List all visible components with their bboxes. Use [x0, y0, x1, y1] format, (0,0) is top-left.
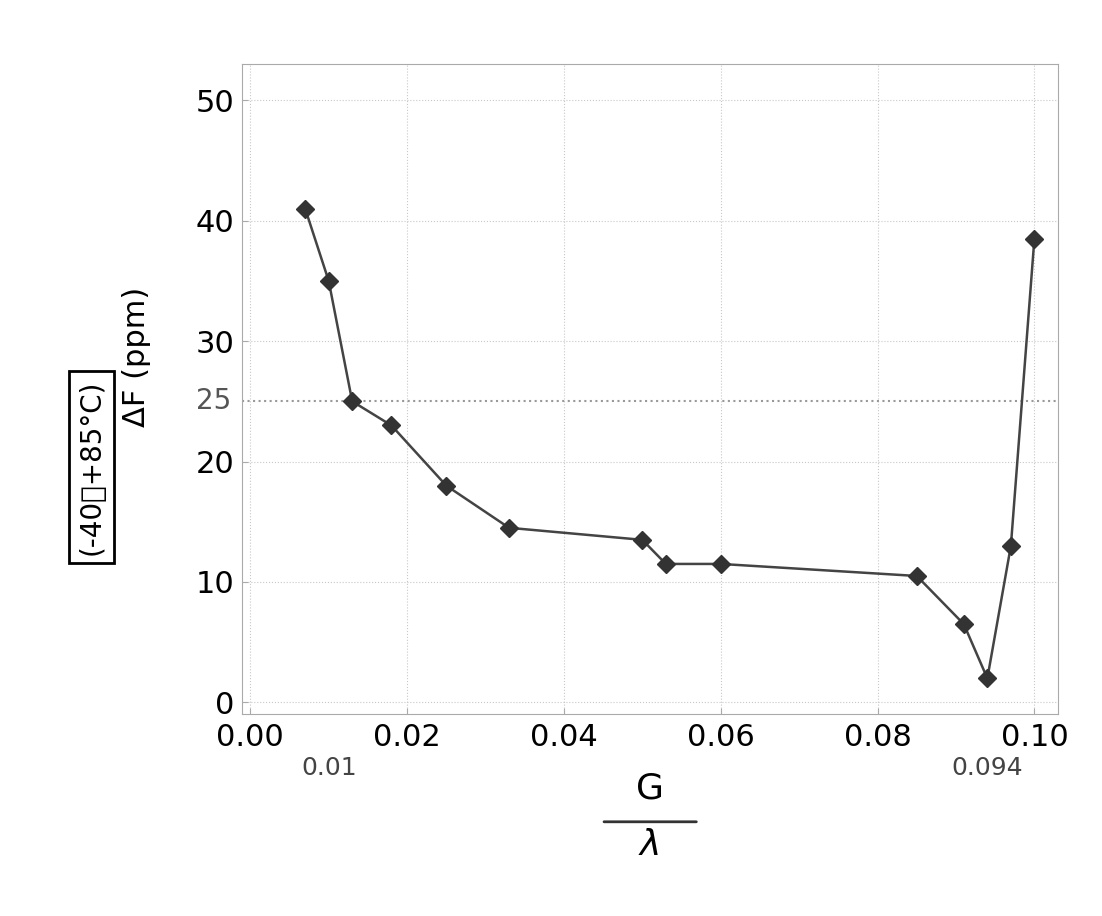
Text: 0.01: 0.01	[301, 756, 357, 780]
Text: (-40～+85°C): (-40～+85°C)	[77, 379, 106, 555]
Text: 25: 25	[196, 387, 231, 415]
Text: ΔF (ppm): ΔF (ppm)	[122, 287, 151, 427]
Text: 0.094: 0.094	[951, 756, 1023, 780]
Text: λ: λ	[639, 828, 661, 862]
Text: G: G	[636, 771, 665, 805]
